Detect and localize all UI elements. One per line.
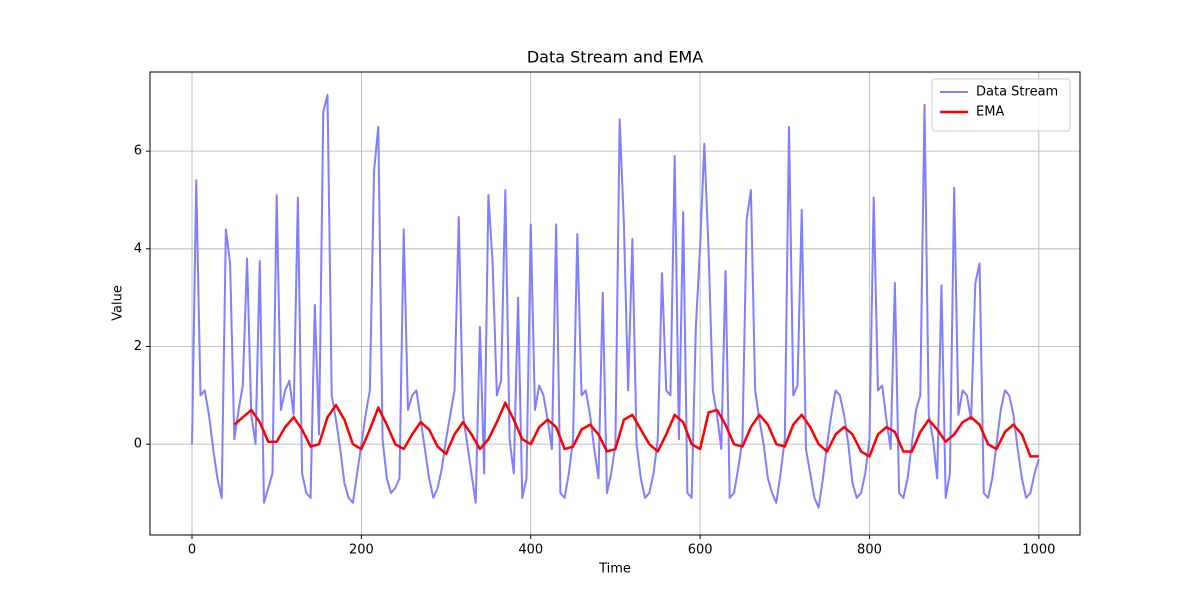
x-tick-label: 400 xyxy=(518,543,543,558)
legend: Data Stream EMA xyxy=(931,78,1071,132)
y-axis-label: Value xyxy=(111,285,126,321)
y-tick-label: 4 xyxy=(134,241,142,256)
x-tick-label: 600 xyxy=(688,543,713,558)
y-tick-label: 2 xyxy=(134,339,142,354)
series-line xyxy=(233,401,1039,458)
ticks: 0 200 400 600 800 1000 0 2 4 6 xyxy=(134,144,1056,558)
x-tick-label: 800 xyxy=(857,543,882,558)
x-tick-label: 200 xyxy=(349,543,374,558)
y-tick-label: 0 xyxy=(134,437,142,452)
x-tick-label: 0 xyxy=(188,543,196,558)
x-tick-label: 1000 xyxy=(1022,543,1055,558)
plot-area xyxy=(191,93,1040,509)
legend-label: Data Stream xyxy=(976,85,1058,100)
plot-frame xyxy=(149,71,1081,536)
y-tick-label: 6 xyxy=(134,144,142,159)
legend-label: EMA xyxy=(976,105,1004,120)
x-axis-label: Time xyxy=(598,562,631,577)
chart-title: Data Stream and EMA xyxy=(527,48,703,67)
series-line xyxy=(191,93,1040,509)
